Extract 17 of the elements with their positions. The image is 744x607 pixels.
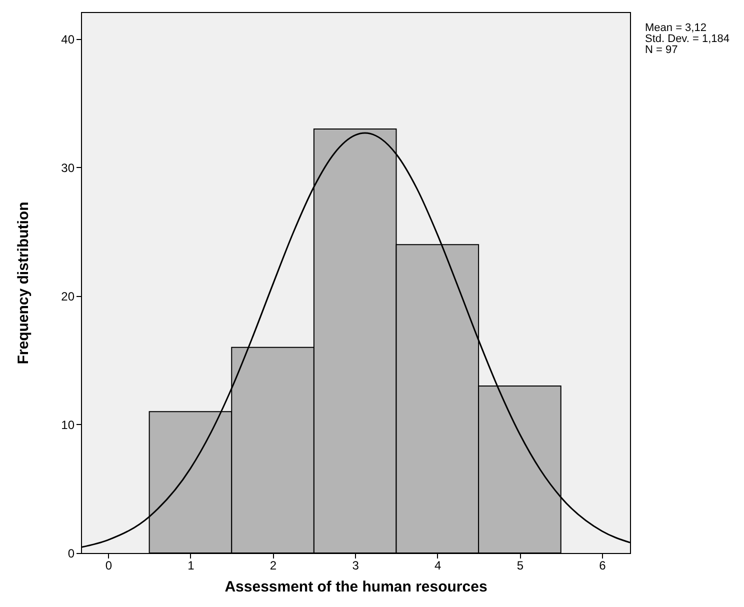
x-tick-label: 3 [352,558,360,572]
x-tick-label: 6 [599,558,606,572]
y-tick-label: 20 [61,289,75,304]
y-tick-label: 10 [61,418,75,432]
y-tick-label: 0 [68,546,75,560]
x-axis-title: Assessment of the human resources [224,578,488,596]
text: N = 97 [645,44,678,56]
x-tick-label: 4 [434,558,442,572]
x-tick-label: 0 [105,558,112,572]
x-tick-label: 1 [188,558,195,572]
y-axis-title: Frequency distribution [15,202,32,364]
text: Mean = 3,12 [645,22,706,34]
x-tick-label: 5 [516,558,524,572]
x-tick-label: 2 [270,558,277,572]
text: Std. Dev. = 1,184 [645,33,730,45]
y-tick-label: 30 [61,160,75,175]
y-tick-label: 40 [61,32,75,46]
